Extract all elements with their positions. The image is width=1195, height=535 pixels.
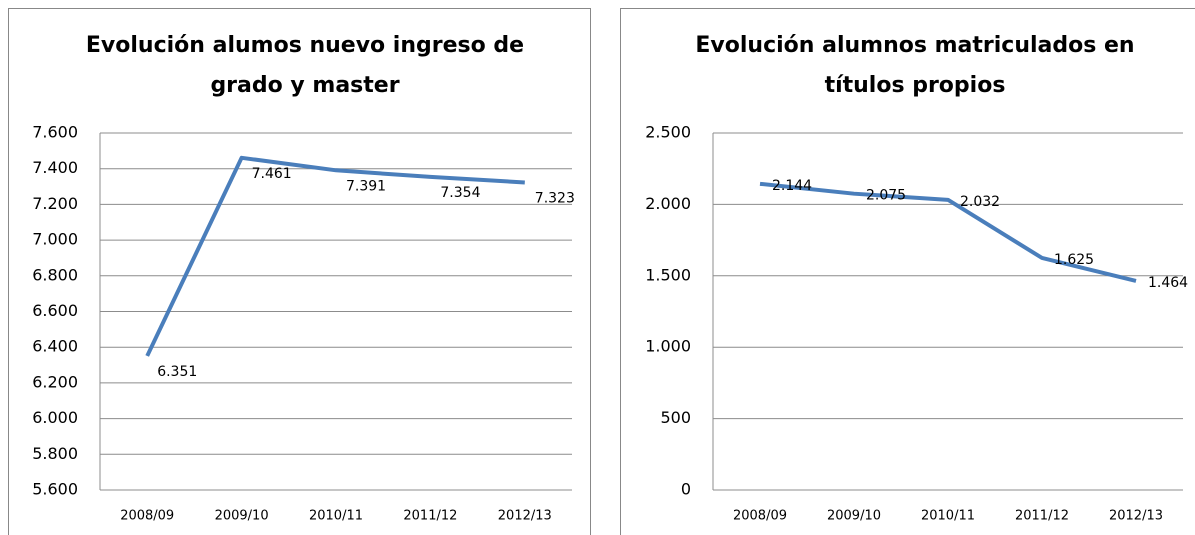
y-tick-label: 2.000 bbox=[645, 194, 691, 213]
y-tick-label: 1.000 bbox=[645, 337, 691, 356]
y-tick-label: 2.500 bbox=[645, 123, 691, 142]
data-label: 2.075 bbox=[866, 188, 906, 204]
data-label: 2.032 bbox=[960, 194, 1000, 210]
x-tick-label: 2008/09 bbox=[733, 509, 787, 524]
data-label: 1.464 bbox=[1148, 275, 1188, 291]
chart-frame bbox=[8, 8, 591, 535]
data-label: 6.351 bbox=[157, 364, 197, 380]
y-tick-label: 5.600 bbox=[32, 480, 78, 499]
y-tick-label: 7.200 bbox=[32, 194, 78, 213]
data-label: 7.461 bbox=[252, 166, 292, 182]
y-tick-label: 7.400 bbox=[32, 158, 78, 177]
chart-title: Evolución alumos nuevo ingreso de grado … bbox=[85, 33, 525, 98]
data-label: 7.354 bbox=[440, 185, 480, 201]
y-tick-label: 5.800 bbox=[32, 444, 78, 463]
x-tick-label: 2011/12 bbox=[1015, 509, 1069, 524]
data-label: 7.391 bbox=[346, 178, 386, 194]
y-tick-label: 6.200 bbox=[32, 372, 78, 391]
x-tick-label: 2011/12 bbox=[403, 509, 457, 524]
y-tick-label: 7.000 bbox=[32, 230, 78, 249]
data-label: 2.144 bbox=[772, 178, 812, 194]
line bbox=[759, 181, 1137, 283]
x-tick-label: 2009/10 bbox=[827, 509, 881, 524]
y-tick-label: 0 bbox=[681, 480, 691, 499]
x-tick-label: 2009/10 bbox=[215, 509, 269, 524]
y-tick-label: 6.800 bbox=[32, 265, 78, 284]
y-tick-label: 6.000 bbox=[32, 408, 78, 427]
y-tick-label: 6.600 bbox=[32, 301, 78, 320]
x-tick-label: 2008/09 bbox=[120, 509, 174, 524]
x-tick-label: 2012/13 bbox=[1109, 509, 1163, 524]
chart-title: Evolución alumnos matriculados en título… bbox=[695, 33, 1135, 98]
y-tick-label: 6.400 bbox=[32, 337, 78, 356]
y-tick-label: 500 bbox=[660, 408, 691, 427]
data-label: 7.323 bbox=[535, 190, 575, 206]
y-tick-label: 7.600 bbox=[32, 123, 78, 142]
x-tick-label: 2010/11 bbox=[921, 509, 975, 524]
data-label: 1.625 bbox=[1054, 252, 1094, 268]
x-tick-label: 2012/13 bbox=[498, 509, 552, 524]
y-tick-label: 1.500 bbox=[645, 265, 691, 284]
line bbox=[145, 155, 525, 357]
x-tick-label: 2010/11 bbox=[309, 509, 363, 524]
